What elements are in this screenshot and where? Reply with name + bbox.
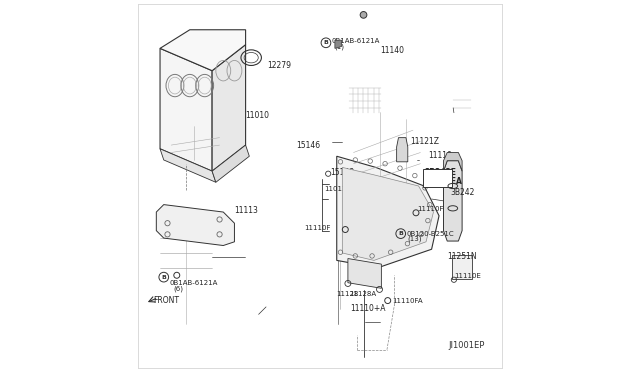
Text: 12279: 12279: [267, 61, 291, 70]
Polygon shape: [212, 45, 246, 171]
Polygon shape: [348, 259, 381, 288]
Text: 0B1AB-6121A: 0B1AB-6121A: [170, 280, 218, 286]
Polygon shape: [160, 48, 212, 171]
Polygon shape: [212, 145, 250, 182]
Polygon shape: [342, 167, 433, 260]
Polygon shape: [156, 205, 234, 246]
Text: (6): (6): [173, 285, 183, 292]
Text: 0B1AB-6121A: 0B1AB-6121A: [332, 38, 380, 44]
Text: 15148: 15148: [330, 168, 354, 177]
Polygon shape: [397, 138, 408, 162]
Text: B: B: [323, 40, 328, 45]
Polygon shape: [337, 156, 439, 268]
Polygon shape: [444, 161, 462, 241]
Text: 11128: 11128: [336, 291, 358, 297]
Text: 0B120-B251C: 0B120-B251C: [406, 231, 454, 237]
Polygon shape: [452, 255, 472, 279]
Text: 11251N: 11251N: [447, 252, 477, 261]
Text: (1): (1): [334, 43, 344, 50]
Text: 11110FA: 11110FA: [392, 298, 423, 304]
Text: FRONT: FRONT: [154, 296, 179, 305]
Text: 11110F: 11110F: [417, 206, 444, 212]
Text: B: B: [161, 275, 166, 280]
Text: 11110: 11110: [429, 151, 452, 160]
FancyBboxPatch shape: [422, 169, 452, 187]
Text: 11140: 11140: [381, 46, 404, 55]
Text: 11110+A: 11110+A: [349, 304, 385, 313]
Text: 11128A: 11128A: [349, 291, 376, 297]
Text: (13): (13): [408, 236, 422, 243]
Text: 11110F: 11110F: [305, 225, 331, 231]
Text: 11012GA: 11012GA: [324, 186, 356, 192]
Circle shape: [360, 12, 367, 18]
Text: 11110E: 11110E: [454, 273, 481, 279]
Polygon shape: [160, 149, 216, 182]
Text: B: B: [398, 231, 403, 236]
Polygon shape: [335, 40, 342, 48]
Text: 3B242: 3B242: [450, 188, 475, 197]
Polygon shape: [444, 153, 462, 171]
Text: 11121Z: 11121Z: [410, 137, 439, 146]
Text: 3B343E: 3B343E: [425, 169, 457, 177]
Text: 3B343EA: 3B343EA: [425, 177, 463, 186]
Polygon shape: [160, 30, 246, 71]
Text: 15146: 15146: [296, 141, 320, 150]
Text: 11010: 11010: [246, 111, 269, 120]
Text: JI1001EP: JI1001EP: [449, 341, 484, 350]
Text: 11113: 11113: [234, 206, 259, 215]
